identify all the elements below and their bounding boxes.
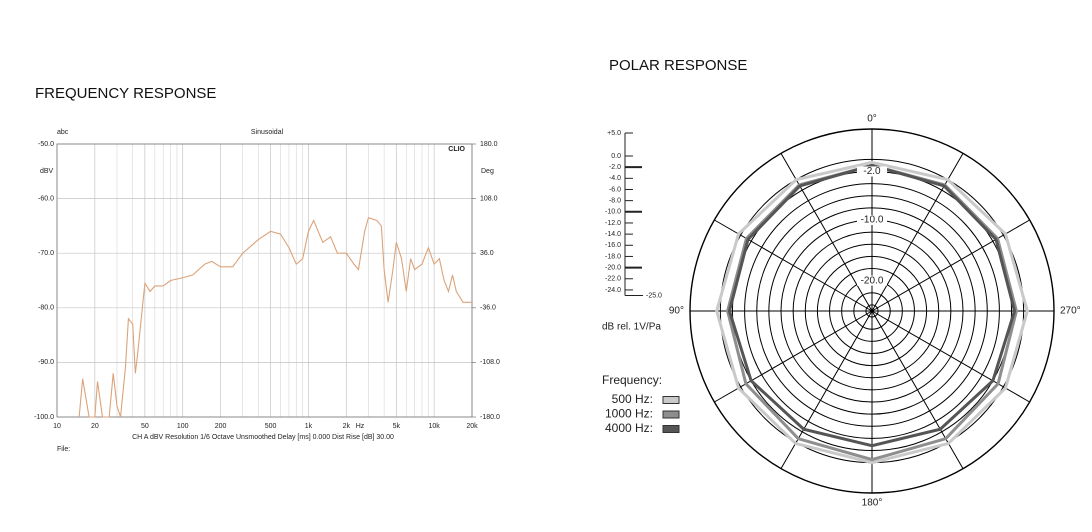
- legend-label: 500 Hz:: [612, 392, 653, 406]
- y2-tick-label: -180.0: [480, 414, 500, 421]
- x-tick-label: 10k: [429, 423, 441, 430]
- y-tick-label: -50.0: [38, 141, 54, 148]
- angle-label: 270°: [1060, 306, 1081, 317]
- ring: [756, 195, 988, 427]
- scale-tick-label: -25.0: [646, 292, 662, 299]
- scale-tick-label: -4.0: [609, 175, 621, 182]
- ring: [829, 268, 915, 354]
- ring: [853, 292, 891, 330]
- chart-title: FREQUENCY RESPONSE: [35, 85, 216, 102]
- polar-line: [727, 163, 1017, 448]
- scale-tick-label: -22.0: [605, 276, 621, 283]
- r-axis-label: dB rel. 1V/Pa: [602, 322, 661, 333]
- x-tick-label: 10: [53, 423, 61, 430]
- legend-swatch: [662, 396, 680, 404]
- top-center-label: Sinusoidal: [251, 129, 284, 136]
- chart-title: POLAR RESPONSE: [609, 57, 747, 74]
- scale-tick-label: -18.0: [605, 253, 621, 260]
- scale-tick-label: -14.0: [605, 231, 621, 238]
- x-tick-label: 500: [265, 423, 277, 430]
- ring: [865, 304, 879, 318]
- y-tick-label: -80.0: [38, 305, 54, 312]
- ring-label-bg: [857, 215, 887, 225]
- polar-line: [726, 163, 1018, 462]
- scale-tick-label: -2.0: [609, 164, 621, 171]
- ring: [804, 243, 940, 379]
- scale-tick-label: 0.0: [611, 153, 621, 160]
- scale-tick-label: -20.0: [605, 264, 621, 271]
- file-label: File:: [57, 446, 70, 453]
- y-tick-label: -60.0: [38, 195, 54, 202]
- scale-tick-label: -24.0: [605, 287, 621, 294]
- legend-label: 1000 Hz:: [605, 407, 653, 421]
- legend-label: 4000 Hz:: [605, 421, 653, 435]
- ring-label-bg: [857, 275, 887, 286]
- ring: [744, 183, 1000, 439]
- ring-label: -2.0: [863, 166, 881, 177]
- scale-tick-label: +5.0: [607, 130, 621, 137]
- scale-tick-label: -16.0: [605, 242, 621, 249]
- ring: [816, 255, 928, 367]
- y2-tick-label: 180.0: [480, 141, 498, 148]
- scale-tick-label: -6.0: [609, 186, 621, 193]
- x-tick-label: 2k: [343, 423, 351, 430]
- angle-label: 90°: [669, 306, 684, 317]
- ring: [792, 231, 952, 391]
- top-left-label: abc: [57, 129, 69, 136]
- y2-axis-label: Deg: [481, 168, 494, 175]
- y-tick-label: -70.0: [38, 250, 54, 257]
- footer: CH A dBV Resolution 1/6 Octave Unsmoothe…: [132, 434, 394, 441]
- ring-label-bg: [857, 166, 887, 177]
- y2-tick-label: 108.0: [480, 195, 498, 202]
- ring-label: -20.0: [861, 275, 884, 286]
- x-tick-label: 20k: [466, 423, 478, 430]
- scale-tick-label: -12.0: [605, 220, 621, 227]
- y2-tick-label: -36.0: [480, 305, 496, 312]
- scale-tick-label: -10.0: [605, 209, 621, 216]
- ring-label: -10.0: [861, 215, 884, 226]
- y-tick-label: -100.0: [34, 414, 54, 421]
- y2-tick-label: 36.0: [480, 250, 494, 257]
- y2-tick-label: -108.0: [480, 359, 500, 366]
- x-tick-label: 200: [215, 423, 227, 430]
- response-line: [78, 217, 472, 418]
- legend-title: Frequency:: [602, 373, 662, 387]
- angle-label: 0°: [867, 114, 877, 125]
- y-tick-label: -90.0: [38, 359, 54, 366]
- y-axis-label: dBV: [40, 168, 54, 175]
- polar-line: [715, 160, 1029, 465]
- x-tick-label: 50: [141, 423, 149, 430]
- x-tick-label: 20: [91, 423, 99, 430]
- plot-frame: [56, 143, 473, 418]
- x-tick-label: 5k: [393, 423, 401, 430]
- angle-label: 180°: [862, 498, 883, 509]
- x-tick-label: 1k: [305, 423, 313, 430]
- brand: CLIO: [448, 146, 465, 153]
- ring: [768, 207, 976, 415]
- x-tick-label: 100: [177, 423, 189, 430]
- ring: [689, 128, 1055, 494]
- scale-tick-label: -8.0: [609, 197, 621, 204]
- x-axis-label: Hz: [356, 423, 365, 430]
- legend-swatch: [662, 425, 680, 433]
- legend-swatch: [662, 410, 680, 419]
